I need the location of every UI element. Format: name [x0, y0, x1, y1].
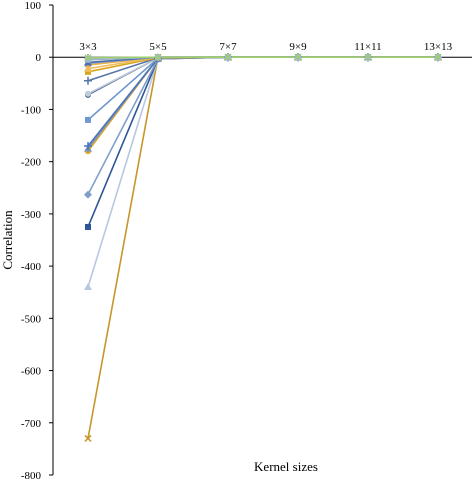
data-point: [224, 53, 232, 61]
series-line: [87, 56, 438, 152]
x-tick-label: 13×13: [424, 41, 453, 53]
data-point: [84, 142, 92, 150]
data-point: [154, 53, 162, 61]
y-tick-label: -400: [21, 261, 42, 273]
data-point: [84, 54, 92, 62]
data-point: [434, 53, 442, 61]
y-tick-label: -600: [21, 366, 42, 378]
x-tick-label: 5×5: [149, 41, 167, 53]
data-point: [85, 68, 91, 75]
data-point: [85, 223, 91, 230]
y-tick-label: 100: [25, 0, 42, 12]
x-tick-label: 7×7: [219, 41, 237, 53]
y-tick-label: 0: [36, 52, 42, 64]
y-tick-label: -100: [21, 104, 42, 116]
series-line: [87, 56, 438, 59]
data-point: [364, 53, 372, 61]
x-tick-label: 3×3: [79, 41, 97, 53]
data-point: [85, 116, 91, 123]
y-tick-label: -800: [21, 470, 42, 480]
data-point: [84, 283, 92, 290]
y-tick-label: -700: [21, 418, 42, 430]
y-tick-label: -500: [21, 313, 42, 325]
data-point: [84, 64, 92, 72]
y-tick-label: -200: [21, 157, 42, 169]
data-point: [84, 434, 92, 442]
data-point: [85, 90, 91, 97]
data-point: [294, 53, 302, 61]
y-axis-title: Correlation: [0, 210, 15, 270]
data-point: [84, 76, 92, 85]
series-line: [87, 56, 438, 150]
series-line: [87, 56, 438, 195]
y-tick-label: -300: [21, 209, 42, 221]
x-tick-label: 11×11: [354, 41, 381, 53]
x-axis-title: Kernel sizes: [254, 459, 318, 474]
data-point: [84, 190, 92, 199]
x-tick-label: 9×9: [289, 41, 307, 53]
